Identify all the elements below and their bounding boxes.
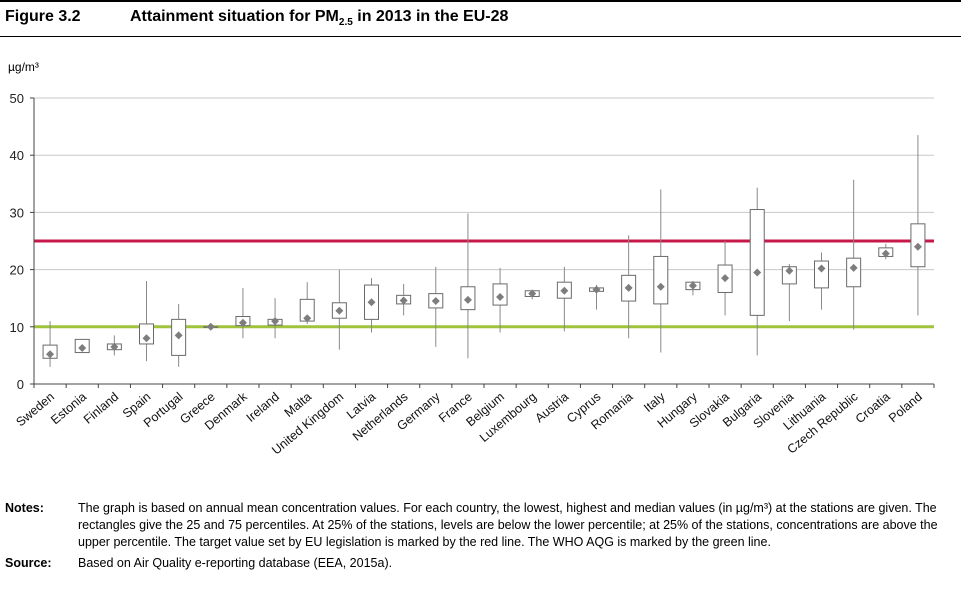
median-marker: [46, 350, 55, 359]
median-marker: [688, 281, 697, 290]
box-spain: [139, 281, 154, 362]
source-text: Based on Air Quality e-reporting databas…: [78, 556, 393, 570]
x-tick-label: Poland: [886, 390, 925, 426]
box-portugal: [171, 303, 187, 367]
median-marker: [496, 293, 505, 302]
box-united-kingdom: [331, 269, 347, 350]
iqr-box: [814, 260, 829, 289]
median-marker: [849, 263, 858, 272]
x-tick-label: Finland: [81, 390, 121, 427]
median-marker: [303, 314, 312, 323]
figure-header: Figure 3.2 Attainment situation for PM2.…: [0, 0, 961, 38]
figure-label: Figure 3.2: [5, 8, 81, 25]
axes: 0 10 20 30 40 50: [10, 91, 935, 392]
box-italy: [653, 189, 669, 353]
y-tick-label: 0: [17, 377, 24, 392]
median-marker: [624, 283, 633, 292]
x-tick-label: Sweden: [13, 390, 57, 430]
median-marker: [785, 266, 794, 275]
header-bottom-rule: [0, 36, 961, 37]
box-belgium: [492, 267, 508, 333]
median-marker: [142, 334, 151, 343]
box-germany: [428, 266, 444, 347]
median-marker: [656, 282, 665, 291]
iqr-box: [749, 209, 765, 316]
median-marker: [271, 317, 280, 326]
box-finland: [106, 335, 122, 356]
median-marker: [463, 295, 472, 304]
figure-title-subscript: 2.5: [338, 17, 353, 29]
median-marker: [238, 318, 247, 327]
notes-label: Notes:: [5, 501, 44, 515]
median-marker: [721, 274, 730, 283]
median-marker: [817, 264, 826, 273]
box-czech-republic: [846, 179, 862, 330]
box-netherlands: [396, 283, 412, 316]
boxes: [42, 135, 926, 367]
x-tick-label: Estonia: [48, 390, 89, 428]
median-marker: [206, 322, 215, 331]
box-croatia: [878, 243, 894, 260]
box-cyprus: [589, 285, 604, 310]
x-tick-labels: SwedenEstoniaFinlandSpainPortugalGreeceD…: [13, 389, 924, 457]
median-marker: [110, 342, 119, 351]
box-hungary: [685, 281, 701, 296]
median-marker: [78, 343, 87, 352]
gridlines: [34, 97, 934, 328]
box-france: [460, 213, 476, 359]
box-denmark: [235, 287, 251, 339]
median-marker: [399, 296, 408, 305]
iqr-box: [653, 255, 669, 305]
box-slovakia: [717, 241, 733, 316]
box-sweden: [42, 321, 58, 367]
median-marker: [174, 331, 183, 340]
boxplot-chart: µg/m³ 0 10 20 30 40 50 SwedenEstoniaFinlandSp…: [8, 60, 935, 457]
median-marker: [913, 242, 922, 251]
median-marker: [367, 298, 376, 307]
median-marker: [560, 286, 569, 295]
notes-section: Notes: The graph is based on annual mean…: [5, 500, 955, 576]
median-marker: [753, 268, 762, 277]
median-marker: [431, 297, 440, 306]
figure-title-tail: in 2013 in the EU-28: [352, 8, 509, 25]
y-tick-label: 20: [10, 263, 24, 278]
source-row: Source: Based on Air Quality e-reporting…: [5, 555, 955, 572]
median-marker: [592, 285, 601, 294]
box-latvia: [364, 278, 379, 333]
header-top-rule: [0, 0, 961, 2]
median-marker: [335, 306, 344, 315]
box-austria: [556, 266, 572, 332]
iqr-box: [846, 257, 862, 288]
box-luxembourg: [524, 289, 540, 300]
y-tick-label: 50: [10, 91, 24, 106]
box-greece: [203, 322, 219, 331]
notes-text: The graph is based on annual mean concen…: [78, 501, 938, 549]
x-tick-label: Croatia: [853, 390, 893, 427]
y-tick-label: 10: [10, 320, 24, 335]
iqr-box: [139, 323, 154, 345]
notes-row: Notes: The graph is based on annual mean…: [5, 500, 955, 551]
box-ireland: [267, 298, 283, 339]
y-axis-label: µg/m³: [8, 60, 39, 74]
x-tick-label: Austria: [532, 390, 571, 426]
box-romania: [621, 235, 637, 339]
x-tick-label: Ireland: [244, 390, 282, 425]
box-bulgaria: [749, 187, 765, 356]
figure-title: Attainment situation for PM2.5 in 2013 i…: [130, 8, 508, 28]
box-estonia: [74, 338, 90, 354]
reference-lines: [34, 239, 934, 329]
y-tick-label: 40: [10, 148, 24, 163]
box-slovenia: [781, 263, 797, 322]
source-label: Source:: [5, 556, 52, 570]
box-poland: [910, 135, 926, 316]
median-marker: [881, 249, 890, 258]
box-lithuania: [814, 252, 829, 310]
y-tick-label: 30: [10, 205, 24, 220]
figure-title-main: Attainment situation for PM: [130, 8, 339, 25]
median-marker: [528, 289, 537, 298]
box-malta: [299, 282, 315, 324]
